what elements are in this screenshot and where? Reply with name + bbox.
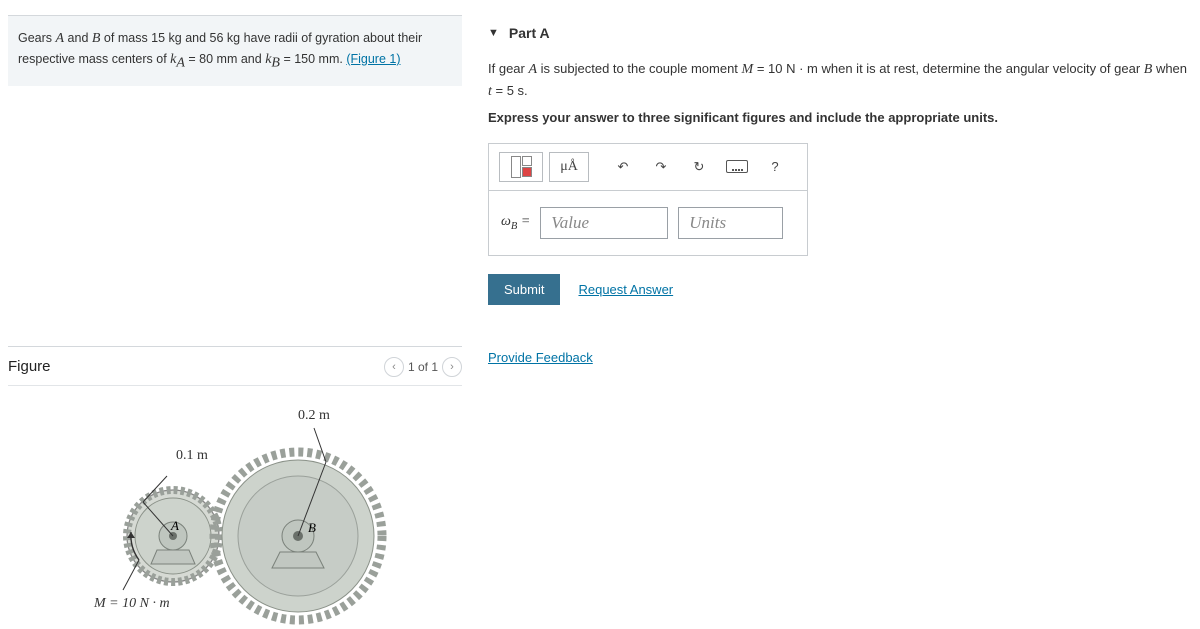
answer-box: ωB = Value Units xyxy=(488,191,808,256)
instruction-text: Express your answer to three significant… xyxy=(488,110,1190,125)
reset-button[interactable]: ↻ xyxy=(683,152,715,182)
request-answer-link[interactable]: Request Answer xyxy=(578,282,673,297)
question-text: If gear A is subjected to the couple mom… xyxy=(488,59,1190,104)
pager-next[interactable]: › xyxy=(442,357,462,377)
help-button[interactable]: ? xyxy=(759,152,791,182)
gear-diagram: A B xyxy=(88,406,438,626)
mu-icon: μÅ xyxy=(560,159,578,175)
answer-symbol: ωB = xyxy=(501,214,530,232)
keyboard-icon xyxy=(726,160,748,173)
pager-prev[interactable]: ‹ xyxy=(384,357,404,377)
figure-pager: ‹ 1 of 1 › xyxy=(384,357,462,377)
part-a-header[interactable]: ▼ Part A xyxy=(488,25,1190,41)
label-r2: 0.2 m xyxy=(298,408,330,424)
svg-text:B: B xyxy=(308,520,316,535)
collapse-icon: ▼ xyxy=(488,27,499,39)
redo-button[interactable]: ↷ xyxy=(645,152,677,182)
template-icon xyxy=(511,156,532,178)
label-moment: M = 10 N · m xyxy=(94,596,170,612)
template-button[interactable] xyxy=(499,152,543,182)
figure-title: Figure xyxy=(8,358,51,375)
submit-button[interactable]: Submit xyxy=(488,274,560,305)
undo-button[interactable]: ↶ xyxy=(607,152,639,182)
units-input[interactable]: Units xyxy=(678,207,783,239)
part-a-title: Part A xyxy=(509,25,550,41)
problem-statement: Gears A and B of mass 15 kg and 56 kg ha… xyxy=(8,15,462,86)
value-input[interactable]: Value xyxy=(540,207,668,239)
label-r1: 0.1 m xyxy=(176,448,208,464)
answer-toolbar: μÅ ↶ ↷ ↻ ? xyxy=(488,143,808,191)
figure-link[interactable]: (Figure 1) xyxy=(346,52,400,66)
pager-label: 1 of 1 xyxy=(408,360,438,374)
keyboard-button[interactable] xyxy=(721,152,753,182)
units-button[interactable]: μÅ xyxy=(549,152,589,182)
provide-feedback-link[interactable]: Provide Feedback xyxy=(488,350,593,365)
svg-text:A: A xyxy=(170,518,179,533)
